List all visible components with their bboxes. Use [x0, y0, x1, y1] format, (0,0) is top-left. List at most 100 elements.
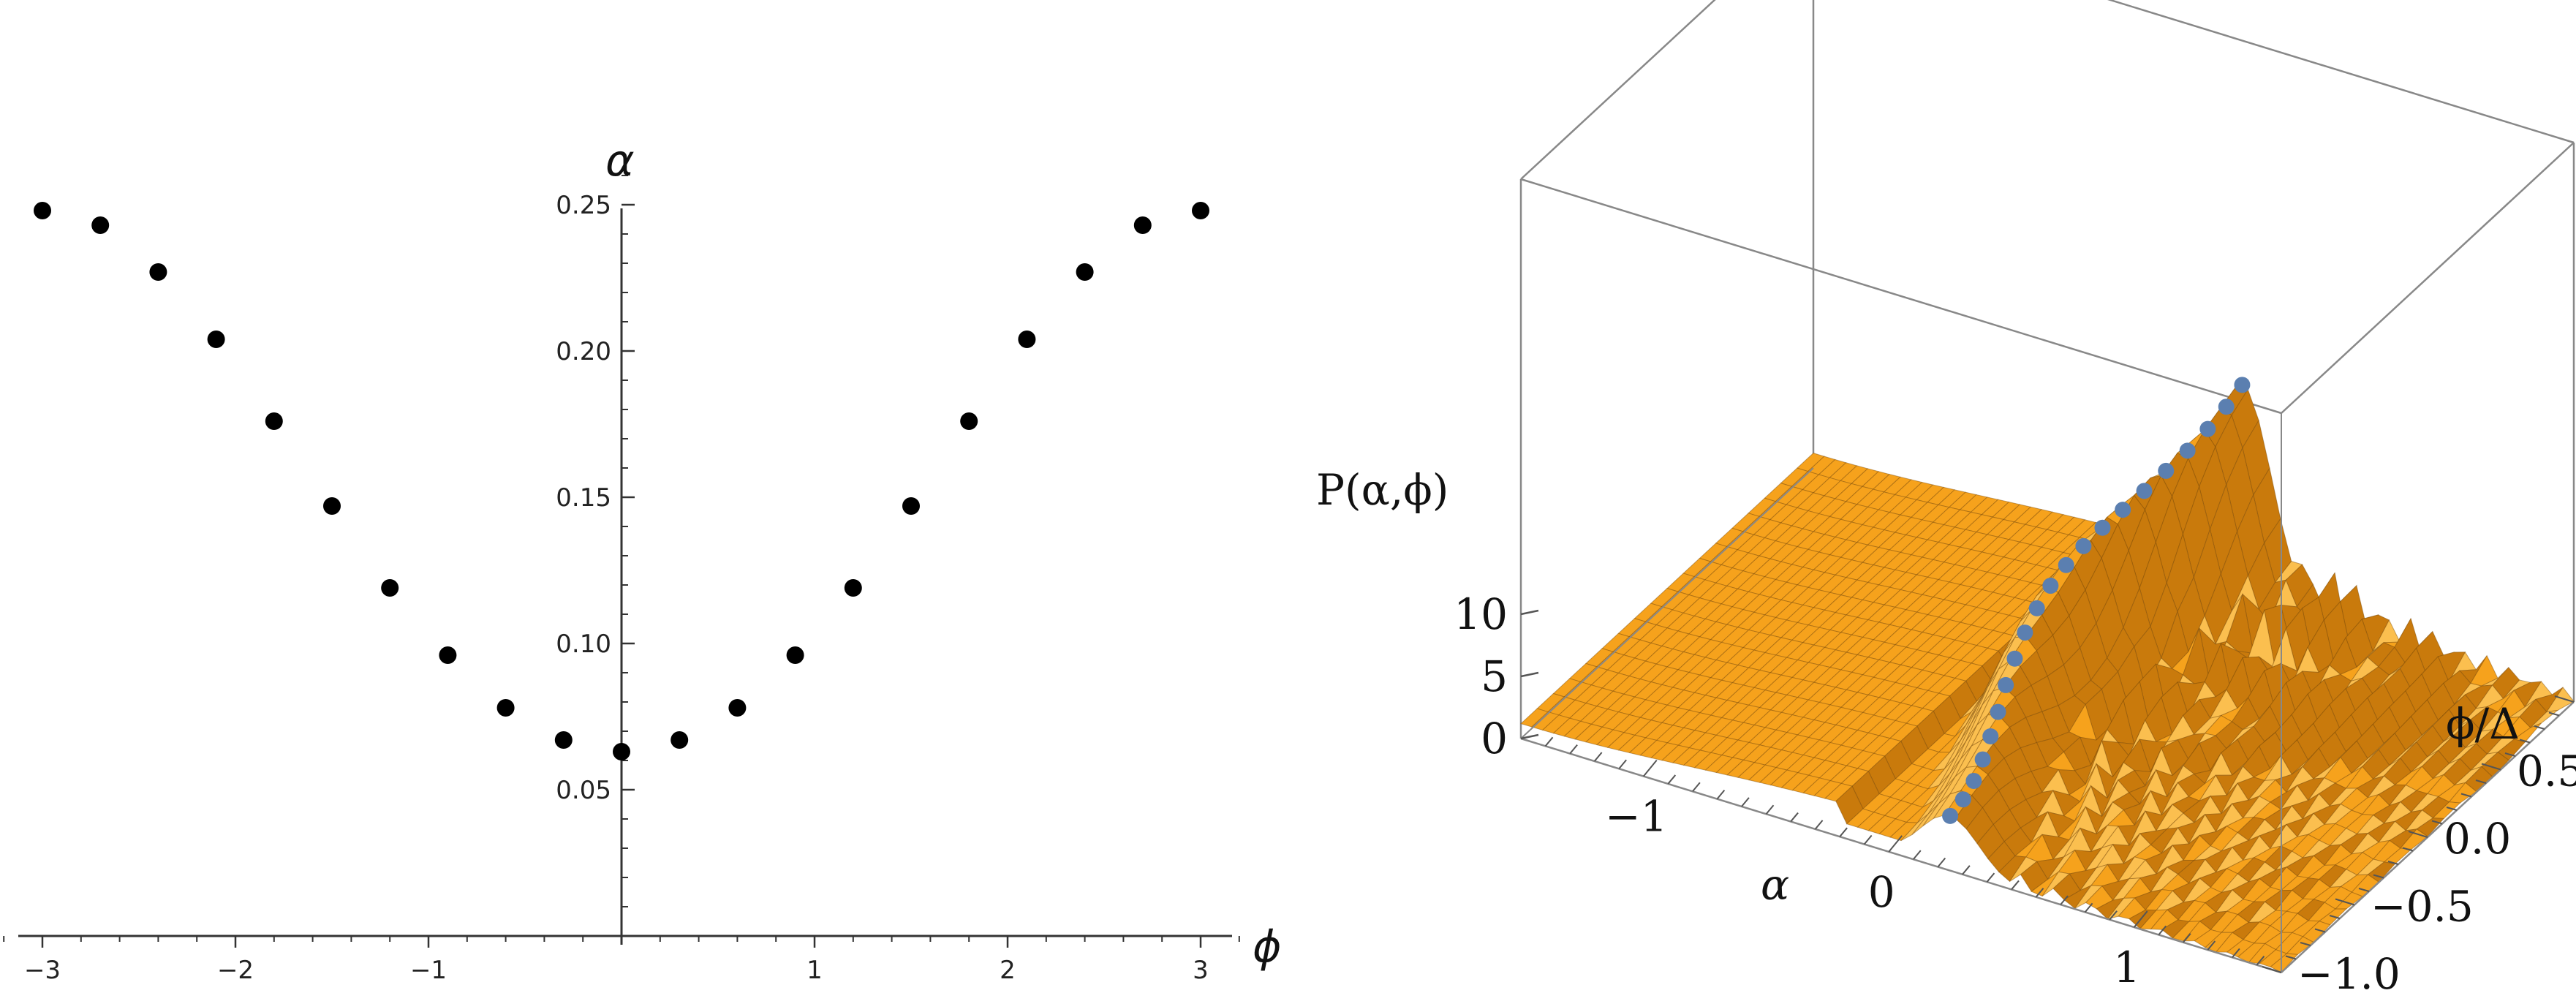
ridge-point	[2218, 399, 2235, 415]
y-tick-label: 0.25	[556, 191, 611, 220]
phi-minor-tick	[2475, 779, 2487, 784]
z-tick-label: 5	[1481, 652, 1508, 701]
scatter-ticks: −3 −2 −1 1 2 3 0.05 0.10 0.15 0.20 0.25	[3, 175, 1240, 985]
alpha-minor-tick	[2207, 940, 2216, 951]
phi-minor-tick	[2431, 820, 2443, 825]
alpha-minor-tick	[2109, 910, 2118, 921]
phi-minor-tick	[2373, 874, 2384, 879]
scatter-axes	[18, 208, 1232, 945]
phi-axis-title: ϕ/Δ	[2446, 699, 2520, 749]
y-tick-label: 0.10	[556, 630, 611, 659]
z-major-tick	[1520, 733, 1539, 740]
phi-minor-tick	[2314, 928, 2326, 933]
x-tick-label: 1	[807, 956, 823, 985]
x-tick-label: −3	[24, 956, 61, 985]
alpha-minor-tick	[2060, 895, 2069, 905]
alpha-minor-tick	[1741, 797, 1750, 807]
y-axis-title: α	[605, 135, 635, 186]
box-edge	[1520, 178, 2282, 415]
data-point	[902, 497, 920, 515]
x-tick-label: 3	[1193, 956, 1209, 985]
phi-tick-label: −1.0	[2297, 949, 2401, 993]
data-point	[728, 699, 747, 717]
ridge-point	[2199, 420, 2216, 437]
phi-minor-tick	[2504, 752, 2516, 757]
alpha-minor-tick	[1913, 850, 1922, 860]
plot-box-back	[1519, 0, 2575, 739]
alpha-minor-tick	[1863, 834, 1873, 845]
alpha-minor-tick	[1667, 774, 1677, 785]
ridge-point	[2006, 650, 2023, 667]
phi-major-tick	[2481, 763, 2501, 771]
alpha-minor-tick	[1986, 872, 1995, 883]
data-point	[265, 412, 283, 430]
alpha-minor-tick	[2232, 948, 2240, 958]
box-edge	[1520, 0, 1716, 180]
data-point	[554, 731, 573, 749]
alpha-minor-tick	[2035, 888, 2044, 898]
x-tick-label: −2	[217, 956, 254, 985]
x-tick-label: 2	[1000, 956, 1016, 985]
scatter-chart: −3 −2 −1 1 2 3 0.05 0.10 0.15 0.20 0.25 ϕ α	[3, 135, 1282, 985]
phi-tick-label: −0.5	[2371, 882, 2474, 932]
data-point	[613, 743, 630, 760]
ridge-points	[1942, 377, 2251, 824]
surface-patch	[2481, 752, 2509, 778]
alpha-minor-tick	[2256, 956, 2265, 966]
data-point	[381, 579, 399, 597]
alpha-minor-tick	[1790, 812, 1799, 823]
ridge-point	[2075, 537, 2092, 554]
ridge-point	[1942, 807, 1959, 824]
y-tick-label: 0.15	[556, 483, 611, 513]
z-tick-label: 10	[1454, 589, 1508, 639]
z-tick-label: 0	[1481, 714, 1508, 763]
alpha-major-tick	[1642, 759, 1658, 777]
ridge-point	[2234, 377, 2251, 393]
phi-tick-label: 0.5	[2517, 747, 2576, 796]
phi-minor-tick	[2329, 915, 2341, 919]
phi-major-tick	[2554, 695, 2575, 703]
data-point	[34, 202, 51, 219]
data-point	[671, 731, 689, 749]
alpha-tick-label: 0	[1868, 867, 1895, 917]
phi-minor-tick	[2519, 739, 2531, 744]
phi-major-tick	[2408, 831, 2428, 838]
box-edge	[2281, 142, 2575, 414]
alpha-minor-tick	[1692, 782, 1701, 792]
alpha-minor-tick	[1765, 804, 1775, 815]
alpha-minor-tick	[2011, 880, 2020, 891]
phi-minor-tick	[2300, 942, 2311, 946]
ridge-point	[1982, 728, 1999, 745]
ridge-point	[2058, 556, 2074, 573]
ridge-point	[1998, 676, 2014, 693]
data-point	[786, 646, 804, 664]
data-point	[844, 579, 862, 597]
alpha-minor-tick	[1716, 789, 1726, 800]
alpha-minor-tick	[2084, 902, 2093, 913]
alpha-minor-tick	[2158, 925, 2167, 936]
data-point	[1018, 331, 1036, 348]
phi-minor-tick	[2387, 861, 2399, 865]
phi-minor-tick	[2446, 807, 2458, 811]
ridge-point	[2017, 624, 2033, 641]
alpha-minor-tick	[1937, 857, 1946, 868]
phi-minor-tick	[2358, 888, 2370, 892]
alpha-minor-tick	[1618, 759, 1627, 769]
data-point	[439, 646, 457, 664]
alpha-tick-label: −1	[1605, 792, 1668, 842]
ridge-point	[2042, 578, 2059, 594]
phi-tick-label: 0.0	[2444, 814, 2511, 864]
box-edge	[1520, 467, 1814, 739]
alpha-minor-tick	[1839, 827, 1848, 837]
ridge-point	[1974, 751, 1991, 768]
data-point	[323, 497, 341, 515]
data-point	[1192, 202, 1209, 219]
phi-major-tick	[2335, 898, 2355, 906]
ridge-point	[1990, 703, 2006, 720]
alpha-axis-title: α	[1761, 860, 1789, 910]
phi-minor-tick	[2460, 793, 2472, 798]
alpha-major-tick	[2133, 910, 2148, 928]
ridge-point	[2136, 483, 2153, 499]
